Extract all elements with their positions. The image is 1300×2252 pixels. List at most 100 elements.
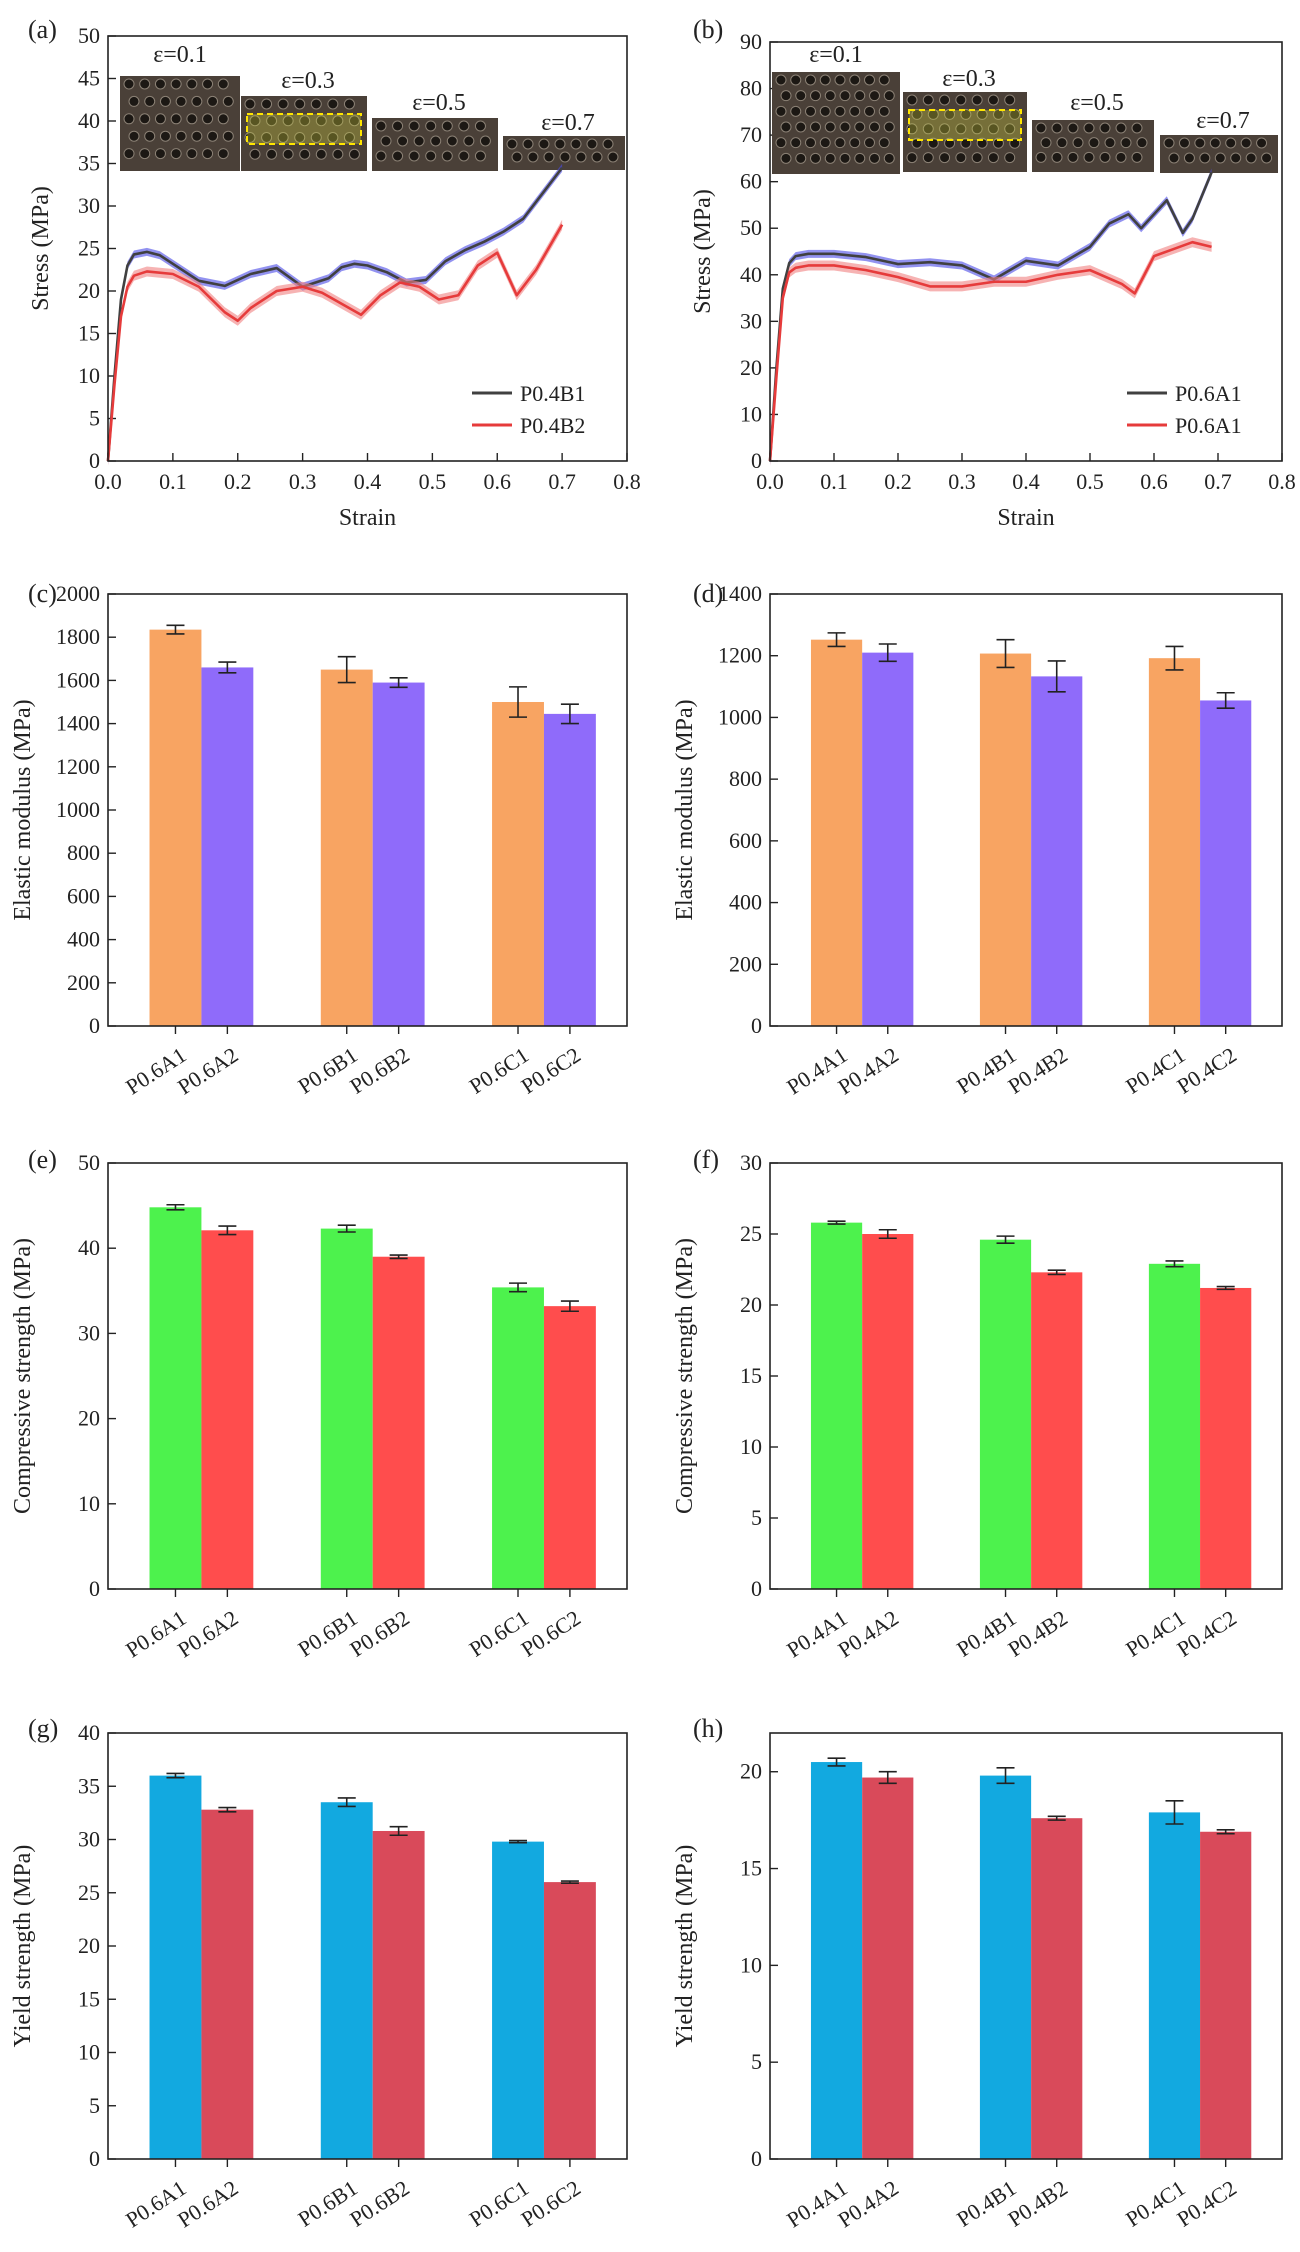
inset-pore (849, 105, 861, 117)
bar (862, 1234, 914, 1589)
inset-pore (834, 137, 846, 149)
inset-pore (1240, 137, 1252, 149)
inset-pore (819, 105, 831, 117)
panel-label: (a) (28, 15, 57, 44)
y-tick-label: 80 (740, 76, 762, 101)
y-tick-label: 1000 (56, 797, 100, 822)
x-tick-label: 0.7 (1204, 469, 1232, 494)
y-tick-label: 20 (78, 278, 100, 303)
inset-pore (299, 115, 311, 127)
inset-pore (883, 152, 895, 164)
y-tick-label: 1400 (718, 581, 762, 606)
inset-pore (559, 151, 571, 163)
bar (1200, 1831, 1252, 2159)
y-tick-label: 90 (740, 29, 762, 54)
inset-pore (1168, 152, 1180, 164)
inset-pore (186, 148, 198, 160)
category-label: P0.6B2 (345, 2175, 413, 2232)
inset-pore (824, 152, 836, 164)
y-tick-label: 25 (740, 1221, 762, 1246)
inset-pore (824, 90, 836, 102)
inset-pore (207, 130, 219, 142)
inset-pore (849, 137, 861, 149)
y-tick-label: 5 (751, 2049, 762, 2074)
inset-pore (123, 113, 135, 125)
plot-frame-a (107, 35, 628, 462)
inset-pore (570, 138, 582, 150)
bar (372, 1830, 425, 2159)
inset-pore (775, 105, 787, 117)
y-axis-label: Compressive strength (MPa) (10, 1238, 36, 1514)
inset-pore (1004, 152, 1016, 164)
inset-photo (120, 76, 240, 171)
inset-pore (1131, 122, 1143, 134)
y-tick-label: 5 (751, 1505, 762, 1530)
inset-pore (864, 74, 875, 86)
y-tick-label: 30 (78, 1320, 100, 1345)
bar (492, 1841, 544, 2159)
inset-pore (864, 137, 875, 149)
inset-pore (315, 115, 327, 127)
category-label: P0.6C2 (517, 2175, 585, 2232)
inset-pore (922, 152, 934, 164)
inset-pore (266, 148, 278, 160)
inset-pore (1131, 151, 1143, 163)
inset-pore (144, 95, 156, 107)
bar (320, 669, 373, 1026)
y-tick-label: 600 (67, 883, 100, 908)
inset-pore (392, 150, 404, 162)
chart-b: 0 10 20 30 40 50 60 70 80 90 Stress (MPa) 0.0 0.1 0.2… (690, 29, 1296, 531)
category-label: P0.6C1 (465, 1042, 533, 1099)
inset-pore (249, 148, 261, 160)
inset-pore (602, 138, 614, 150)
inset-pore (883, 121, 895, 133)
inset-pore (805, 137, 816, 149)
inset-pore (987, 123, 999, 135)
bar (810, 1222, 863, 1589)
inset-pore (186, 78, 198, 90)
inset-pore (1051, 122, 1063, 134)
inset-pore (217, 148, 229, 160)
category-label: P0.4B2 (1003, 2175, 1071, 2232)
y-tick-label: 70 (740, 122, 762, 147)
inset-pore (458, 120, 470, 132)
inset-pore (911, 108, 923, 120)
y-tick-label: 60 (740, 169, 762, 194)
category-label: P0.6B2 (345, 1042, 413, 1099)
y-tick-label: 800 (67, 840, 100, 865)
y-axis-label: Elastic modulus (MPa) (672, 699, 698, 920)
inset-pore (834, 74, 846, 86)
inset-pore (159, 95, 171, 107)
inset-pore (294, 98, 306, 110)
y-tick-label: 50 (740, 215, 762, 240)
legend-label: P0.6A1 (1175, 413, 1242, 438)
inset-pore (987, 152, 999, 164)
inset-pore (1136, 137, 1148, 149)
inset-photo (1032, 120, 1154, 172)
inset-pore (780, 121, 792, 133)
inset-label: ε=0.5 (1070, 90, 1124, 116)
inset-pore (441, 150, 453, 162)
bar (492, 702, 544, 1026)
inset-pore (1199, 152, 1211, 164)
inset-pore (277, 98, 289, 110)
x-tick-label: 0.1 (159, 469, 187, 494)
series-line (106, 166, 564, 462)
inset-pore (392, 120, 404, 132)
bar (979, 653, 1032, 1026)
inset-pore (441, 120, 453, 132)
inset-pore (315, 148, 327, 160)
legend-label: P0.6A1 (1175, 381, 1242, 406)
inset-pore (1245, 152, 1257, 164)
panel-label: (f) (693, 1145, 719, 1174)
x-tick-label: 0.2 (884, 469, 912, 494)
inset-label: ε=0.5 (412, 90, 466, 116)
chart-d: 0 200 400 600 800 1000 1200 1400 Elastic modulus… (672, 581, 1283, 1099)
inset-pore (780, 90, 792, 102)
bar (1031, 1818, 1083, 2159)
y-tick-label: 0 (89, 2146, 100, 2171)
y-tick-label: 0 (89, 448, 100, 473)
inset-pore (348, 148, 360, 160)
inset-pore (1035, 122, 1047, 134)
